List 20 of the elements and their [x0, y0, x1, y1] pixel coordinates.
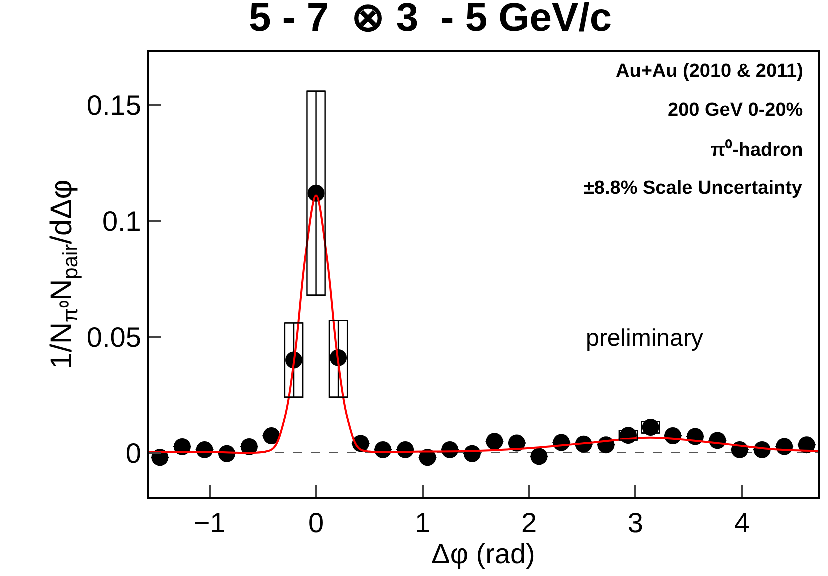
point: [486, 433, 504, 450]
annotation: ±8.8% Scale Uncertainty: [584, 178, 803, 199]
x-tick-label: 1: [414, 508, 431, 539]
point: [263, 428, 280, 445]
x-tick-label: 3: [628, 508, 644, 539]
annotation: 200 GeV 0-20%: [668, 100, 804, 121]
y-tick-label: 0: [126, 438, 142, 469]
x-tick-label: −1: [194, 508, 226, 539]
x-axis-title: Δφ (rad): [432, 538, 536, 570]
annotation: preliminary: [586, 325, 704, 352]
y-tick-label: 0.15: [86, 90, 142, 122]
y-tick-label: 0.05: [86, 322, 142, 353]
chart-title: 5 - 7 ⊗ 3 - 5 GeV/c: [249, 0, 612, 40]
y-tick-label: 0.1: [102, 206, 142, 237]
x-tick-label: 4: [734, 508, 750, 539]
annotation: π⁰-hadron: [711, 139, 804, 161]
point: [530, 448, 548, 466]
x-tick-label: 0: [308, 508, 324, 539]
annotation: Au+Au (2010 & 2011): [616, 61, 804, 82]
x-tick-label: 2: [521, 508, 538, 539]
